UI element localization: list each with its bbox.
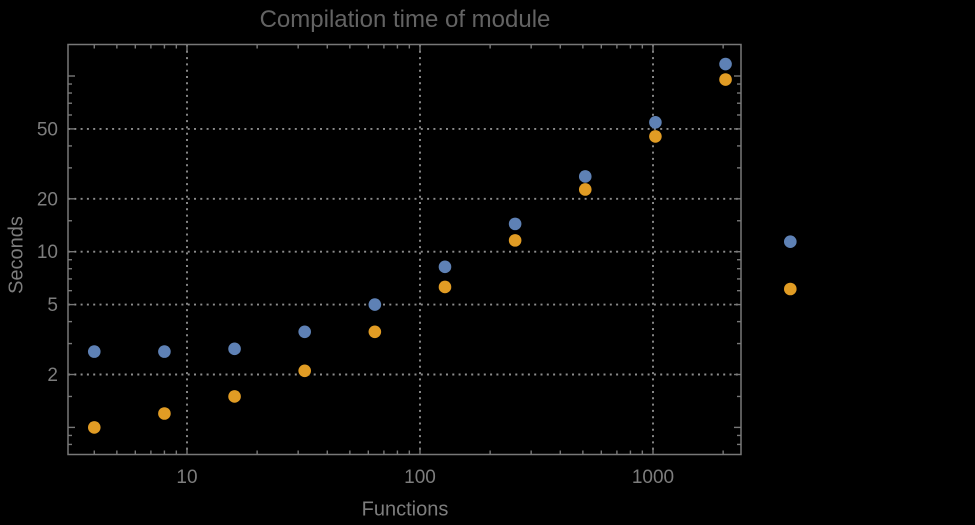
- y-tick-label: 20: [37, 189, 58, 210]
- data-point-series-1-blue: [228, 342, 241, 356]
- y-tick-label: 50: [37, 119, 58, 140]
- data-point-series-1-blue: [298, 325, 311, 339]
- data-point-series-1-blue: [368, 298, 382, 311]
- data-point-series-2-orange: [228, 390, 241, 403]
- y-tick-label: 5: [47, 295, 58, 316]
- legend-marker-series-2-orange: [784, 282, 797, 296]
- data-point-series-2-orange: [368, 325, 382, 339]
- data-point-series-2-orange: [508, 234, 522, 247]
- data-point-series-2-orange: [649, 130, 662, 143]
- data-point-series-2-orange: [578, 183, 592, 196]
- data-point-series-1-blue: [719, 57, 732, 71]
- plot-frame: [67, 43, 742, 456]
- y-tick-label: 2: [47, 365, 58, 386]
- data-point-series-2-orange: [719, 73, 732, 86]
- x-tick-label: 100: [404, 467, 436, 488]
- data-point-series-2-orange: [298, 364, 311, 378]
- data-point-series-1-blue: [87, 345, 101, 358]
- legend-marker-series-1-blue: [784, 235, 797, 248]
- x-axis-label: Functions: [361, 498, 449, 521]
- data-point-series-2-orange: [158, 407, 171, 420]
- y-tick-label: 10: [37, 242, 58, 263]
- data-point-series-2-orange: [87, 421, 101, 434]
- data-point-series-1-blue: [578, 170, 592, 183]
- x-tick-label: 1000: [632, 467, 674, 488]
- data-point-series-1-blue: [649, 116, 662, 129]
- data-point-series-1-blue: [158, 345, 171, 358]
- plot-title: Compilation time of module: [259, 6, 551, 33]
- data-point-series-1-blue: [438, 260, 452, 274]
- data-point-series-2-orange: [438, 280, 452, 294]
- x-tick-label: 10: [176, 467, 197, 488]
- data-point-series-1-blue: [508, 217, 522, 231]
